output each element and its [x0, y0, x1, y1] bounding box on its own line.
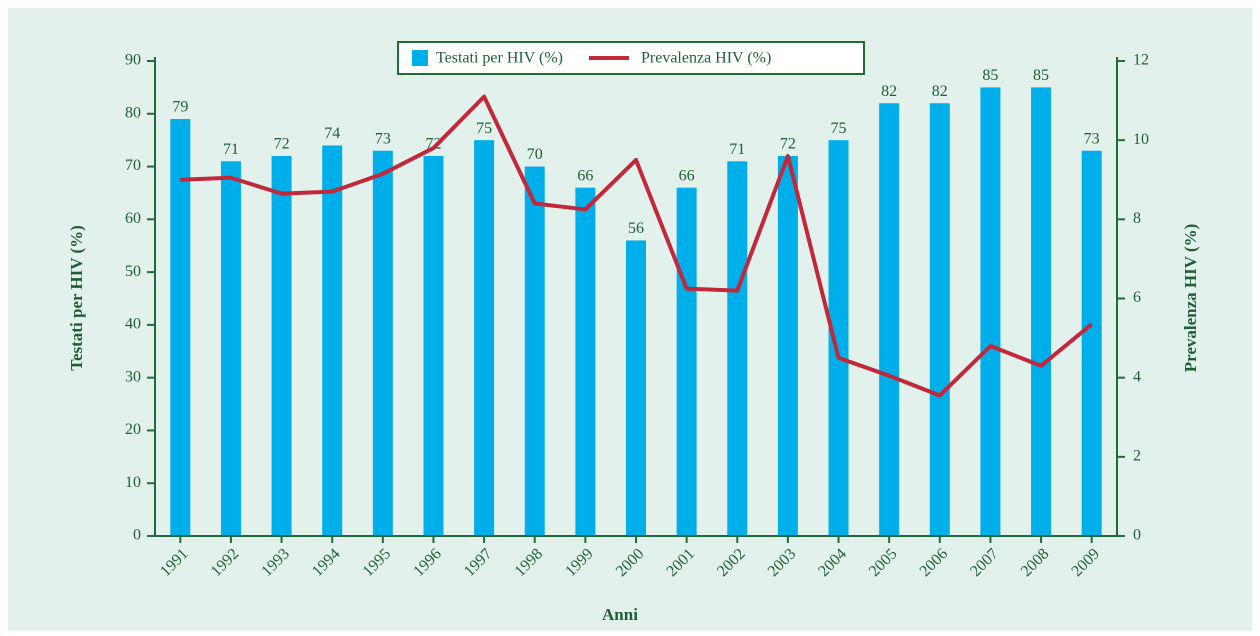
bar-value-label: 73: [1084, 130, 1100, 147]
bar: [423, 156, 444, 536]
legend-label: Testati per HIV (%): [436, 50, 563, 67]
bar-value-label: 71: [223, 141, 239, 158]
bar-value-label: 85: [982, 67, 998, 84]
bar-value-label: 66: [577, 167, 593, 184]
bar: [220, 161, 241, 536]
bar-value-label: 75: [831, 120, 847, 137]
y2-tick-label: 0: [1133, 527, 1141, 544]
bar-value-label: 71: [729, 141, 745, 158]
bar: [929, 103, 950, 536]
x-axis-title: Anni: [602, 605, 638, 624]
bar: [474, 140, 495, 536]
bar-value-label: 56: [628, 220, 644, 237]
y-tick-label: 20: [125, 421, 141, 438]
y-tick-label: 60: [125, 210, 141, 227]
y2-tick-label: 8: [1133, 210, 1141, 227]
bar: [1081, 150, 1102, 536]
y2-tick-label: 10: [1133, 131, 1149, 148]
y-tick-label: 70: [125, 157, 141, 174]
bar-value-label: 72: [780, 136, 796, 153]
bar: [575, 187, 596, 536]
bar: [170, 119, 191, 537]
y-tick-label: 10: [125, 474, 141, 491]
y2-tick-label: 6: [1133, 289, 1141, 306]
legend-label: Prevalenza HIV (%): [641, 50, 771, 67]
bar: [980, 87, 1001, 536]
bar: [524, 166, 545, 537]
legend-box: [397, 41, 865, 75]
bar-value-label: 85: [1033, 67, 1049, 84]
bar: [1031, 87, 1052, 536]
bar-value-label: 82: [881, 83, 897, 100]
y2-tick-label: 2: [1133, 448, 1141, 465]
y-tick-label: 90: [125, 52, 141, 69]
bar: [828, 140, 849, 536]
y-tick-label: 30: [125, 368, 141, 385]
bar-value-label: 72: [274, 136, 290, 153]
y-tick-label: 40: [125, 316, 141, 333]
bar: [626, 240, 646, 536]
bar: [271, 156, 292, 536]
bar-value-label: 66: [679, 167, 695, 184]
bar: [879, 103, 900, 536]
y2-tick-label: 4: [1133, 368, 1141, 385]
legend-swatch: [412, 50, 428, 66]
bar: [727, 161, 748, 536]
bar: [322, 145, 343, 536]
bar-value-label: 79: [172, 99, 188, 116]
y2-axis-title: Prevalenza HIV (%): [1181, 224, 1200, 373]
bar-value-label: 82: [932, 83, 948, 100]
bar-value-label: 75: [476, 120, 492, 137]
bar: [777, 156, 798, 536]
y-tick-label: 0: [133, 527, 141, 544]
line: [180, 94, 1093, 398]
bar: [372, 150, 393, 536]
bar-value-label: 74: [324, 125, 340, 142]
bar-value-label: 70: [527, 146, 543, 163]
y2-tick-label: 12: [1133, 52, 1149, 69]
bar-value-label: 73: [375, 130, 391, 147]
y-tick-label: 80: [125, 104, 141, 121]
y-axis-title: Testati per HIV (%): [67, 225, 86, 371]
bar: [676, 187, 697, 536]
y-tick-label: 50: [125, 263, 141, 280]
